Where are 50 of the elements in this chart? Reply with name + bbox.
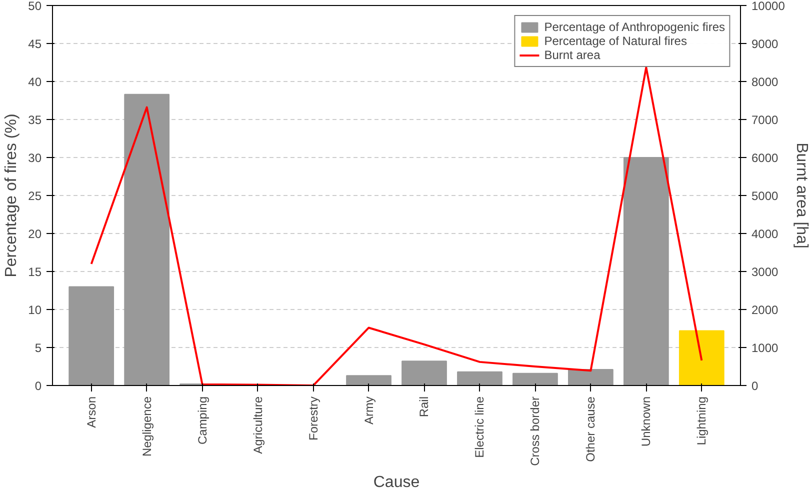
y2-tick-label: 7000 <box>752 113 779 127</box>
y2-tick-label: 3000 <box>752 265 779 279</box>
x-tick-label: Forestry <box>306 396 320 441</box>
bar <box>623 157 669 386</box>
y-tick-label: 25 <box>28 189 42 203</box>
y-tick-label: 40 <box>28 75 42 89</box>
x-tick-label: Electric line <box>472 396 487 458</box>
y-tick-label: 30 <box>28 151 42 165</box>
y-tick-label: 50 <box>28 0 42 13</box>
x-tick-label: Cross border <box>528 396 542 466</box>
x-tick-label: Agriculture <box>250 396 265 454</box>
y-tick-label: 5 <box>34 341 42 355</box>
y2-tick-label: 9000 <box>752 37 779 51</box>
y-tick-label: 35 <box>28 113 42 127</box>
y-axis-title: Percentage of fires (%) <box>3 114 20 278</box>
x-tick-label: Camping <box>195 396 210 445</box>
x-tick-label: Rail <box>417 396 432 418</box>
x-axis-title: Cause <box>373 474 420 491</box>
y2-tick-label: 2000 <box>752 303 779 317</box>
x-tick-label: Lightning <box>694 396 709 446</box>
y-tick-label: 15 <box>28 265 42 279</box>
x-tick-label: Army <box>362 396 376 424</box>
y2-tick-label: 5000 <box>752 189 779 203</box>
x-tick-label: Arson <box>84 396 98 428</box>
legend-label: Percentage of Anthropogenic fires <box>544 20 725 34</box>
y2-tick-label: 1000 <box>752 341 779 355</box>
bar <box>68 286 114 386</box>
bar <box>568 369 614 386</box>
legend-label: Burnt area <box>544 48 600 62</box>
x-tick-label: Unknown <box>639 396 654 447</box>
y-tick-label: 45 <box>28 37 42 51</box>
x-tick-label: Other cause <box>584 396 598 462</box>
y2-tick-label: 4000 <box>752 227 779 241</box>
y2-tick-label: 10000 <box>752 0 786 13</box>
line-series <box>90 66 703 386</box>
bar <box>678 330 724 386</box>
bar <box>346 375 392 386</box>
bar <box>124 94 170 386</box>
bar <box>512 372 558 386</box>
bar <box>402 360 447 386</box>
y2-tick-label: 0 <box>752 379 758 393</box>
x-tick-label: Negligence <box>140 396 154 457</box>
y-tick-label: 20 <box>28 227 42 241</box>
y2-axis-title: Burnt area [ha] <box>792 142 810 248</box>
legend-label: Percentage of Natural fires <box>544 34 687 48</box>
y2-tick-label: 6000 <box>752 151 779 165</box>
y-tick-label: 10 <box>28 303 42 317</box>
y2-tick-label: 8000 <box>752 75 779 89</box>
bar <box>457 371 502 386</box>
y-tick-label: 0 <box>34 379 42 393</box>
